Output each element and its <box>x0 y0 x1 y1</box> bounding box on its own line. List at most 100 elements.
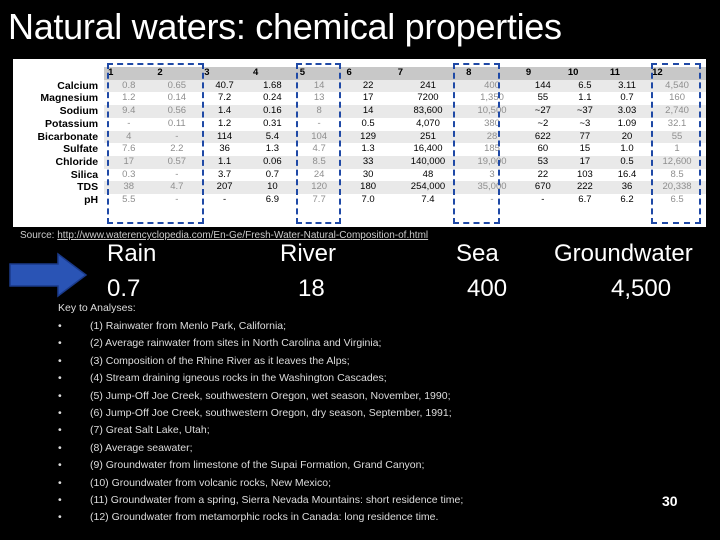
table-cell: 114 <box>200 130 249 144</box>
key-item: • (5) Jump-Off Joe Creek, southwestern Or… <box>58 388 463 405</box>
table-cell: 8.5 <box>295 155 343 169</box>
key-item: • (1) Rainwater from Menlo Park, Californ… <box>58 318 463 335</box>
key-item-text: (7) Great Salt Lake, Utah; <box>90 424 210 437</box>
table-cell: 4.7 <box>295 143 343 156</box>
bullet-icon: • <box>58 354 62 367</box>
table-cell: 55 <box>521 92 564 106</box>
table-cell: 180 <box>342 181 394 195</box>
table-cell: 207 <box>200 181 249 195</box>
key-title: Key to Analyses: <box>58 302 136 314</box>
arrow-right-icon <box>9 252 88 298</box>
bullet-icon: • <box>58 406 62 419</box>
table-cell: 7.4 <box>393 194 463 207</box>
table-cell: 1.68 <box>248 79 296 93</box>
table-cell: - <box>153 168 201 182</box>
column-header: 8 <box>462 67 522 80</box>
table-cell: 24 <box>295 168 343 182</box>
table-cell: 14 <box>295 79 343 93</box>
table-cell: ~2 <box>521 117 564 131</box>
key-item: • (11) Groundwater from a spring, Sierra … <box>58 492 463 509</box>
table-cell: 622 <box>521 130 564 144</box>
key-item-text: (5) Jump-Off Joe Creek, southwestern Ore… <box>90 389 451 402</box>
table-cell: 241 <box>393 79 463 93</box>
key-item: • (8) Average seawater; <box>58 440 463 457</box>
row-label: TDS <box>13 181 105 195</box>
column-header: 1 <box>104 67 154 80</box>
key-item-text: (11) Groundwater from a spring, Sierra N… <box>90 493 464 506</box>
table-cell: 36 <box>200 143 249 156</box>
table-cell: ~27 <box>521 105 564 118</box>
table-cell: 120 <box>295 181 343 195</box>
key-item: • (7) Great Salt Lake, Utah; <box>58 422 463 439</box>
table-cell: 30 <box>342 168 394 182</box>
table-cell: 160 <box>648 92 706 106</box>
header-corner <box>13 67 104 80</box>
table-cell: 3.03 <box>605 105 649 118</box>
bullet-icon: • <box>58 389 62 402</box>
table-cell: 222 <box>563 181 606 195</box>
table-cell: 103 <box>563 168 606 182</box>
bullet-icon: • <box>58 459 62 472</box>
table-cell: 0.11 <box>153 117 201 131</box>
category-rain-label: Rain <box>107 240 157 267</box>
table-cell: 0.57 <box>153 155 201 169</box>
row-label: pH <box>13 194 105 207</box>
table-cell: 2,740 <box>648 105 706 118</box>
row-label: Potassium <box>13 117 105 131</box>
column-header: 12 <box>648 67 706 80</box>
page-number: 30 <box>662 493 678 509</box>
table-cell: 4,070 <box>393 117 463 131</box>
table-cell: 32.1 <box>648 117 706 131</box>
table-cell: 16,400 <box>393 143 463 156</box>
key-item-text: (2) Average rainwater from sites in Nort… <box>90 337 382 350</box>
rain-columns-highlight <box>107 63 204 224</box>
table-cell: 1.3 <box>342 143 394 156</box>
table-cell: 20,338 <box>648 181 706 195</box>
table-cell: ~3 <box>563 117 606 131</box>
table-cell: 5.5 <box>104 194 154 207</box>
table-cell: 670 <box>521 181 564 195</box>
category-rain-value: 0.7 <box>107 275 141 302</box>
table-cell: 20 <box>605 130 649 144</box>
table-cell: 17 <box>342 92 394 106</box>
category-river-value: 18 <box>298 275 325 302</box>
table-cell: 4.7 <box>153 181 201 195</box>
table-cell: 5.4 <box>248 130 296 144</box>
column-header: 3 <box>200 67 249 80</box>
table-cell: 7200 <box>393 92 463 106</box>
table-cell: 1.3 <box>248 143 296 156</box>
source-citation: Source: http://www.waterencyclopedia.com… <box>20 230 428 241</box>
table-cell: 53 <box>521 155 564 169</box>
row-label: Chloride <box>13 155 105 169</box>
source-link[interactable]: http://www.waterencyclopedia.com/En-Ge/F… <box>57 230 429 241</box>
table-row: Magnesium 1.2 0.14 7.2 0.24 13 17 7200 1,350 55 1.… <box>13 92 706 106</box>
table-cell: 0.5 <box>605 155 649 169</box>
table-cell: 55 <box>648 130 706 144</box>
table-cell: 22 <box>342 79 394 93</box>
table-cell: 380 <box>462 117 522 131</box>
composition-table-image: 1 2 3 4 5 6 7 8 9 10 11 12 Calcium 0.8 0.65 40.7 1.68 14… <box>13 59 706 227</box>
column-header: 6 <box>342 67 394 80</box>
table-cell: 0.7 <box>248 168 296 182</box>
table-cell: 7.6 <box>104 143 154 156</box>
key-item: • (2) Average rainwater from sites in Nor… <box>58 335 463 352</box>
table-cell: 7.2 <box>200 92 249 106</box>
table-cell: 6.5 <box>563 79 606 93</box>
table-cell: 13 <box>295 92 343 106</box>
key-item-text: (12) Groundwater from metamorphic rocks … <box>90 511 439 524</box>
bullet-icon: • <box>58 424 62 437</box>
key-item-text: (10) Groundwater from volcanic rocks, Ne… <box>90 476 331 489</box>
slide-title: Natural waters: chemical properties <box>8 6 562 47</box>
table-cell: 0.56 <box>153 105 201 118</box>
table-cell: 1.4 <box>200 105 249 118</box>
bullet-icon: • <box>58 337 62 350</box>
table-cell: 0.3 <box>104 168 154 182</box>
table-cell: 254,000 <box>393 181 463 195</box>
column-header: 10 <box>563 67 606 80</box>
table-cell: ~37 <box>563 105 606 118</box>
table-cell: 10,500 <box>462 105 522 118</box>
key-item-text: (3) Composition of the Rhine River as it… <box>90 354 350 367</box>
table-cell: 0.24 <box>248 92 296 106</box>
table-cell: - <box>200 194 249 207</box>
column-header: 9 <box>521 67 564 80</box>
